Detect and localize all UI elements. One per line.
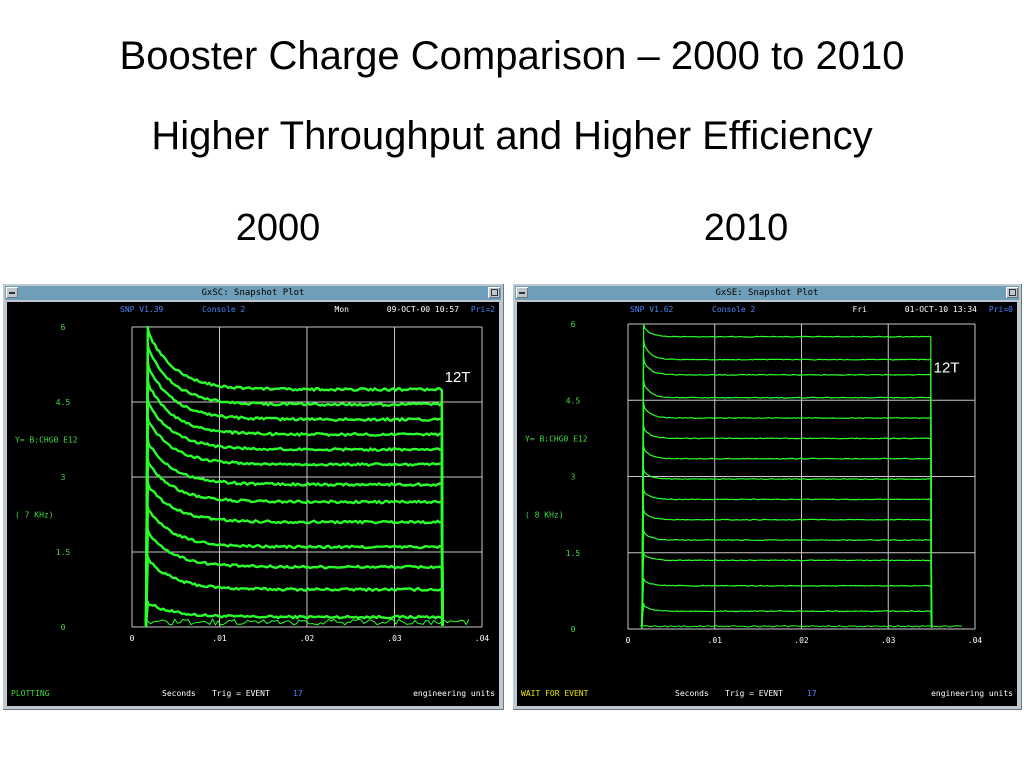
x-tick-label: .03	[387, 634, 402, 643]
charge-trace	[641, 488, 933, 629]
x-tick-label: .04	[475, 634, 490, 643]
window-title: GxSE: Snapshot Plot	[715, 288, 819, 298]
charge-trace	[144, 398, 444, 628]
charge-trace	[641, 577, 933, 629]
status-text: WAIT FOR EVENT	[521, 689, 589, 698]
header-day: Fri	[853, 305, 868, 314]
x-tick-label: .04	[968, 636, 983, 645]
y-tick-label: 6	[571, 320, 576, 329]
slide-subtitle: Higher Throughput and Higher Efficiency	[151, 114, 873, 158]
y-tick-label: 0	[571, 625, 576, 634]
header-version: SNP V1.39	[120, 305, 164, 314]
year-label-2010: 2010	[703, 207, 789, 249]
charge-trace	[144, 438, 444, 628]
charge-trace	[144, 325, 444, 628]
charge-trace	[641, 338, 933, 629]
charge-trace	[641, 603, 933, 629]
header-console: Console 2	[712, 305, 756, 314]
status-text: PLOTTING	[11, 689, 50, 698]
y-tick-label: 3	[61, 473, 66, 482]
window-menu-icon[interactable]	[6, 287, 18, 298]
charge-trace	[641, 323, 933, 629]
y-tick-label: 4.5	[56, 398, 71, 407]
charge-trace	[144, 458, 444, 628]
y-tick-label: 1.5	[566, 549, 581, 558]
charge-trace	[641, 425, 933, 629]
units-label: engineering units	[413, 689, 495, 698]
charge-trace	[144, 378, 444, 628]
y-tick-label: 1.5	[56, 548, 71, 557]
y-tick-label: 4.5	[566, 396, 581, 405]
units-label: engineering units	[931, 689, 1013, 698]
header-priority: Pri=2	[471, 305, 495, 314]
trigger-number: 17	[293, 689, 303, 698]
x-tick-label: .02	[794, 636, 809, 645]
trigger-label: Trig = EVENT	[725, 689, 783, 698]
header-day: Mon	[335, 305, 350, 314]
window-titlebar[interactable]: GxSE: Snapshot Plot	[515, 286, 1019, 300]
header-datetime: 09-OCT-00 10:57	[387, 305, 459, 314]
y-tick-label: 6	[61, 323, 66, 332]
snapshot-window-2000[interactable]: GxSC: Snapshot Plot SNP V1.39 Console 2 Mo…	[2, 283, 504, 710]
x-tick-label: .01	[212, 634, 227, 643]
x-tick-label: .03	[881, 636, 896, 645]
charge-trace	[144, 480, 444, 628]
x-tick-label: .01	[708, 636, 723, 645]
trigger-number: 17	[807, 689, 817, 698]
charge-trace	[641, 379, 933, 629]
intensity-annotation: 12T	[934, 359, 960, 376]
baseline-trace	[640, 624, 963, 628]
header-datetime: 01-OCT-10 13:34	[905, 305, 977, 314]
charge-trace	[144, 360, 444, 628]
window-menu-icon[interactable]	[516, 287, 528, 298]
charge-trace	[641, 468, 933, 629]
y-parameter-label: Y= B:CHG0 E12	[525, 434, 588, 443]
y-tick-label: 0	[61, 623, 66, 632]
charge-trace	[641, 356, 933, 629]
charge-trace	[144, 343, 444, 628]
baseline-trace	[144, 617, 470, 627]
x-axis-unit: Seconds	[162, 689, 196, 698]
intensity-annotation: 12T	[445, 369, 471, 386]
sample-rate-label: ( 8 KHz)	[525, 511, 564, 520]
window-titlebar[interactable]: GxSC: Snapshot Plot	[5, 286, 501, 300]
maximize-icon[interactable]	[488, 287, 500, 298]
charge-trace	[144, 555, 444, 628]
slide-title: Booster Charge Comparison – 2000 to 2010	[119, 34, 905, 78]
charge-trace	[144, 505, 444, 628]
snapshot-plot-2000: SNP V1.39 Console 2 Mon 09-OCT-00 10:57 Pri=…	[7, 302, 499, 706]
x-tick-label: .02	[300, 634, 315, 643]
y-parameter-label: Y= B:CHG0 E12	[15, 436, 78, 445]
charge-trace	[641, 552, 933, 629]
x-axis-unit: Seconds	[675, 689, 709, 698]
snapshot-plot-2010: SNP V1.62 Console 2 Fri 01-OCT-10 13:34 Pri=…	[517, 302, 1017, 706]
x-tick-label: 0	[626, 636, 631, 645]
header-priority: Pri=0	[989, 305, 1013, 314]
charge-trace	[641, 508, 933, 629]
trigger-label: Trig = EVENT	[212, 689, 270, 698]
year-label-2000: 2000	[235, 207, 321, 249]
y-tick-label: 3	[571, 473, 576, 482]
charge-trace	[144, 528, 444, 628]
header-console: Console 2	[202, 305, 246, 314]
charge-trace	[144, 415, 444, 628]
charge-trace	[641, 529, 933, 629]
x-tick-label: 0	[130, 634, 135, 643]
maximize-icon[interactable]	[1006, 287, 1018, 298]
snapshot-window-2010[interactable]: GxSE: Snapshot Plot SNP V1.62 Console 2 Fr…	[512, 283, 1022, 710]
header-version: SNP V1.62	[630, 305, 674, 314]
charge-trace	[641, 402, 933, 629]
sample-rate-label: ( 7 KHz)	[15, 511, 54, 520]
window-title: GxSC: Snapshot Plot	[201, 288, 305, 298]
charge-trace	[641, 445, 933, 629]
charge-trace	[144, 600, 444, 628]
